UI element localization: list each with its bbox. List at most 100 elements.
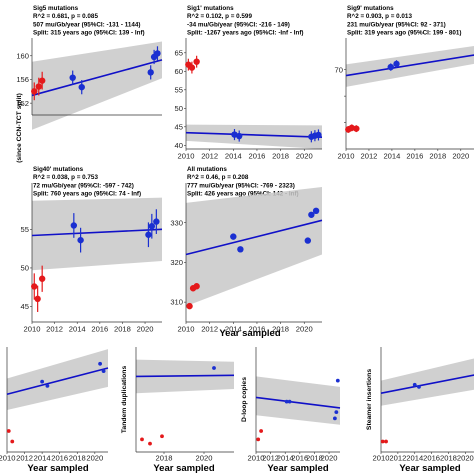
data-point-late: [417, 385, 421, 389]
confidence-band: [381, 358, 474, 406]
y-tick-label: 320: [170, 258, 183, 267]
data-point-early: [31, 88, 38, 95]
data-point-late: [69, 74, 76, 81]
panel-annotation-line: Split: 426 years ago (95%CI: 142 - Inf): [187, 191, 299, 198]
x-tick-label: 2012: [361, 152, 378, 161]
x-tick-label: 2014: [277, 454, 294, 463]
data-point-late: [153, 218, 160, 225]
data-point-early: [353, 125, 360, 132]
panel-annotation-line: Split: 315 years ago (95%CI: 139 - Inf): [33, 30, 145, 37]
panel-annotation-line: Split: 760 years ago (95%CI: 74 - Inf): [33, 191, 141, 198]
data-point-early: [193, 58, 200, 65]
y-tick-label: 55: [21, 225, 29, 234]
regression-line: [31, 228, 163, 237]
confidence-band: [186, 124, 322, 149]
x-tick-label: 2016: [423, 454, 440, 463]
confidence-band: [256, 376, 340, 425]
y-axis-label: Tandem duplications: [121, 366, 128, 434]
y-tick-label: 330: [170, 218, 183, 227]
x-tick-label: 2010: [248, 454, 265, 463]
x-tick-label: 2012: [262, 454, 279, 463]
data-point-early: [38, 77, 46, 84]
data-point-late: [154, 50, 161, 57]
x-tick-label: 2020: [457, 454, 474, 463]
y-tick-label: 70: [335, 65, 343, 74]
data-point-late: [45, 383, 50, 388]
panel-annotation-line: Sig1' mutations: [187, 5, 234, 12]
confidence-band: [32, 41, 162, 130]
y-axis-label-mid: (since CCN-TCT split): [16, 93, 23, 163]
x-axis-label: Year sampled: [153, 463, 214, 474]
panel-annotation-line: R^2 = 0.102, p = 0.599: [187, 12, 252, 20]
data-point-early: [384, 439, 388, 444]
data-point-late: [78, 83, 85, 91]
data-point-early: [193, 283, 200, 290]
data-point-early: [188, 64, 196, 71]
x-tick-label: 2010: [338, 152, 355, 161]
data-point-late: [148, 223, 156, 230]
y-tick-label: 45: [21, 302, 29, 311]
x-tick-label: 2014: [69, 325, 86, 334]
data-point-late: [101, 369, 106, 374]
x-tick-label: 2018: [156, 454, 173, 463]
data-point-early: [259, 429, 264, 433]
x-tick-label: 2010: [24, 325, 41, 334]
regression-line: [135, 374, 235, 378]
data-point-late: [237, 246, 244, 253]
panel-annotation-line: 777 mu/Gb/year (95%CI: -769 - 2323): [187, 182, 295, 189]
regression-line: [6, 367, 109, 396]
x-tick-label: 2018: [440, 454, 457, 463]
x-tick-label: 2016: [406, 152, 423, 161]
data-point-early: [34, 295, 41, 303]
y-tick-label: 45: [175, 122, 183, 131]
panel-annotation-line: 72 mu/Gb/year (95%CI: -597 - 742): [33, 182, 134, 189]
x-tick-label: 2014: [225, 325, 242, 334]
x-tick-label: 2018: [306, 454, 323, 463]
data-point-late: [312, 207, 320, 214]
y-tick-label: 156: [16, 75, 29, 84]
data-point-late: [334, 410, 339, 414]
data-point-early: [160, 434, 164, 439]
x-tick-label: 2014: [34, 454, 51, 463]
x-tick-label: 2020: [196, 454, 213, 463]
panel-annotation-line: Split: -1267 years ago (95%CI: -Inf - In…: [187, 30, 304, 37]
x-tick-label: 2018: [69, 454, 86, 463]
data-point-early: [6, 429, 11, 433]
regression-line: [185, 219, 323, 256]
data-point-late: [212, 366, 216, 370]
panel-annotation-line: Sig5 mutations: [33, 5, 79, 12]
y-tick-label: 310: [170, 298, 183, 307]
x-tick-label: 2016: [291, 454, 308, 463]
regression-line: [380, 374, 474, 394]
x-tick-label: 2010: [178, 152, 195, 161]
y-tick-label: 152: [16, 99, 29, 108]
x-tick-label: 2010: [178, 325, 195, 334]
x-tick-label: 2012: [201, 152, 218, 161]
data-point-late: [287, 399, 292, 404]
panel-annotation-line: Sig9' mutations: [347, 5, 394, 12]
x-tick-label: 2012: [46, 325, 63, 334]
panel-annotation-line: 507 mu/Gb/year (95%CI: -131 - 1144): [33, 21, 140, 28]
x-tick-label: 2020: [86, 454, 103, 463]
data-point-late: [40, 379, 45, 384]
data-point-late: [230, 233, 237, 240]
x-tick-label: 2014: [225, 152, 242, 161]
x-axis-label: Year sampled: [27, 463, 88, 474]
confidence-band: [346, 45, 474, 87]
data-point-early: [38, 275, 46, 282]
x-tick-label: 2012: [16, 454, 33, 463]
x-tick-label: 2016: [91, 325, 108, 334]
x-tick-label: 2014: [406, 454, 423, 463]
x-tick-label: 2014: [383, 152, 400, 161]
panel-annotation-line: Sig40' mutations: [33, 166, 84, 173]
data-point-late: [284, 399, 289, 404]
x-tick-label: 2020: [452, 152, 469, 161]
